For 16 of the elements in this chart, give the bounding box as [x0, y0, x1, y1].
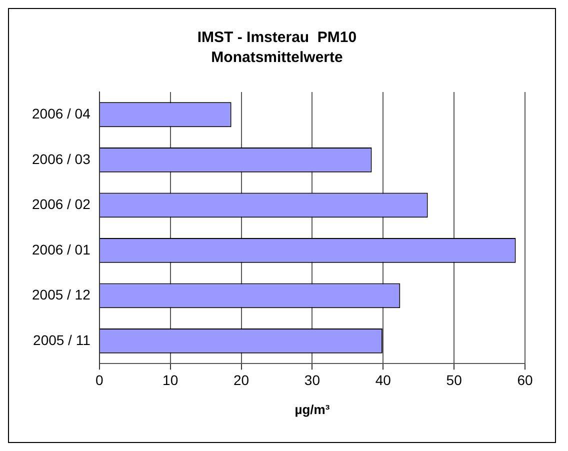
chart-title: IMST - Imsterau PM10: [197, 29, 357, 46]
chart-subtitle: Monatsmittelwerte: [211, 49, 343, 66]
y-tick-label: 2005 / 11: [33, 332, 91, 348]
y-tick-label: 2006 / 01: [32, 241, 91, 258]
x-tick-label: 10: [162, 372, 178, 388]
x-tick-label: 0: [95, 372, 104, 388]
x-tick-label: 30: [304, 372, 320, 388]
x-axis-title: µg/m³: [294, 402, 330, 417]
y-tick-label: 2006 / 02: [32, 196, 91, 212]
y-tick-label: 2006 / 04: [32, 105, 91, 122]
x-tick-label: 50: [446, 372, 462, 388]
y-tick-label: 2005 / 12: [32, 286, 91, 303]
x-tick-label: 40: [375, 372, 392, 388]
y-tick-label: 2006 / 03: [32, 150, 91, 167]
x-tick-label: 20: [233, 372, 250, 388]
x-tick-label: 60: [517, 372, 533, 388]
